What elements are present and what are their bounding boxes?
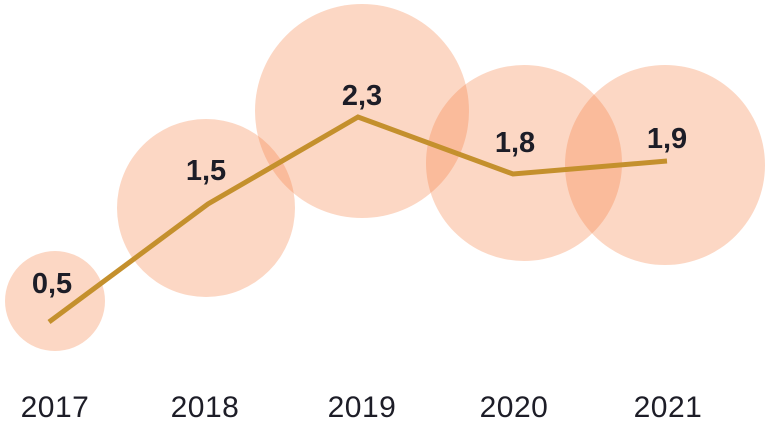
year-label-2019: 2019: [328, 391, 397, 424]
year-label-2020: 2020: [480, 391, 549, 424]
bubble-2019: [255, 4, 469, 218]
value-label-2019: 2,3: [342, 80, 382, 112]
year-label-2017: 2017: [21, 391, 90, 424]
value-label-2020: 1,8: [495, 127, 535, 159]
bubble-2017: [5, 251, 105, 351]
year-label-2018: 2018: [171, 391, 240, 424]
value-label-2021: 1,9: [647, 123, 687, 155]
year-label-2021: 2021: [634, 391, 703, 424]
line-layer: [47, 114, 668, 325]
value-label-2017: 0,5: [32, 268, 72, 300]
bubble-2021: [565, 65, 765, 265]
bubble-2020: [426, 65, 622, 261]
year-labels-layer: 2017 2018 2019 2020 2021: [21, 391, 703, 424]
value-label-2018: 1,5: [186, 155, 226, 187]
value-labels-layer: 0,5 1,5 2,3 1,8 1,9: [32, 80, 687, 300]
trend-line: [47, 114, 668, 325]
bubbles-layer: [5, 4, 765, 351]
